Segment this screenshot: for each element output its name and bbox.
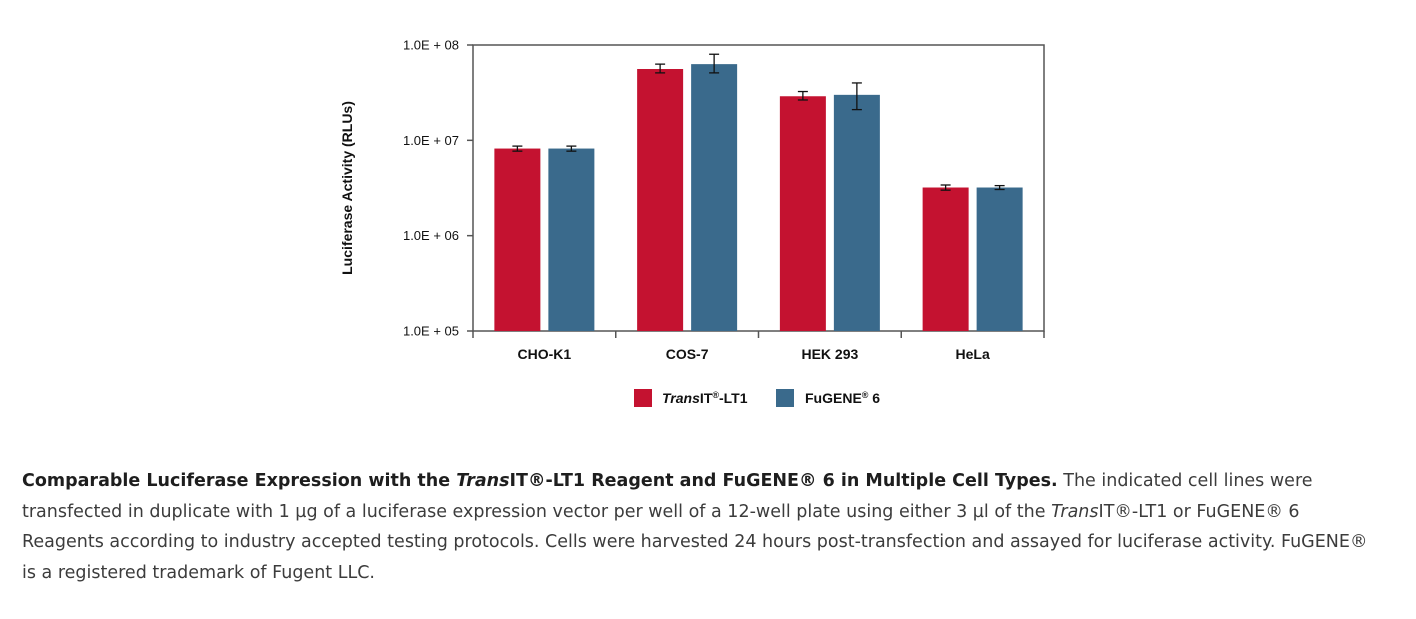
bar-transit-cos-7 — [637, 69, 684, 331]
x-category-label: HeLa — [956, 346, 990, 362]
luciferase-bar-chart: 1.0E + 05 1.0E + 06 1.0E + 07 1.0E + 08 CHO-… — [339, 38, 1045, 407]
legend-swatch-transit — [634, 389, 652, 407]
caption-body: The indicated cell lines were transfecte… — [22, 471, 1368, 583]
bar-transit-cho-k1 — [494, 148, 541, 331]
bar-fugene-cos-7 — [691, 64, 738, 332]
y-tick-label: 1.0E + 08 — [403, 38, 459, 53]
y-tick-label: 1.0E + 06 — [403, 228, 459, 243]
x-category-label: CHO-K1 — [518, 346, 572, 362]
legend-label-transit: TransIT®-LT1 — [662, 390, 748, 406]
legend: TransIT®-LT1 FuGENE® 6 — [634, 389, 880, 407]
x-category-label: COS-7 — [666, 346, 709, 362]
bar-transit-hek-293 — [779, 96, 826, 331]
bar-transit-hela — [922, 187, 969, 331]
y-tick-label: 1.0E + 05 — [403, 324, 459, 339]
legend-label-fugene: FuGENE® 6 — [805, 390, 880, 406]
figure-caption: Comparable Luciferase Expression with th… — [22, 466, 1382, 588]
caption-title: Comparable Luciferase Expression with th… — [22, 471, 1058, 491]
legend-swatch-fugene — [776, 389, 794, 407]
bar-fugene-hek-293 — [833, 94, 880, 331]
bar-fugene-hela — [976, 187, 1023, 331]
y-tick-label: 1.0E + 07 — [403, 133, 459, 148]
bar-fugene-cho-k1 — [548, 148, 595, 331]
x-category-label: HEK 293 — [801, 346, 858, 362]
y-axis-title: Luciferase Activity (RLUs) — [339, 101, 355, 275]
